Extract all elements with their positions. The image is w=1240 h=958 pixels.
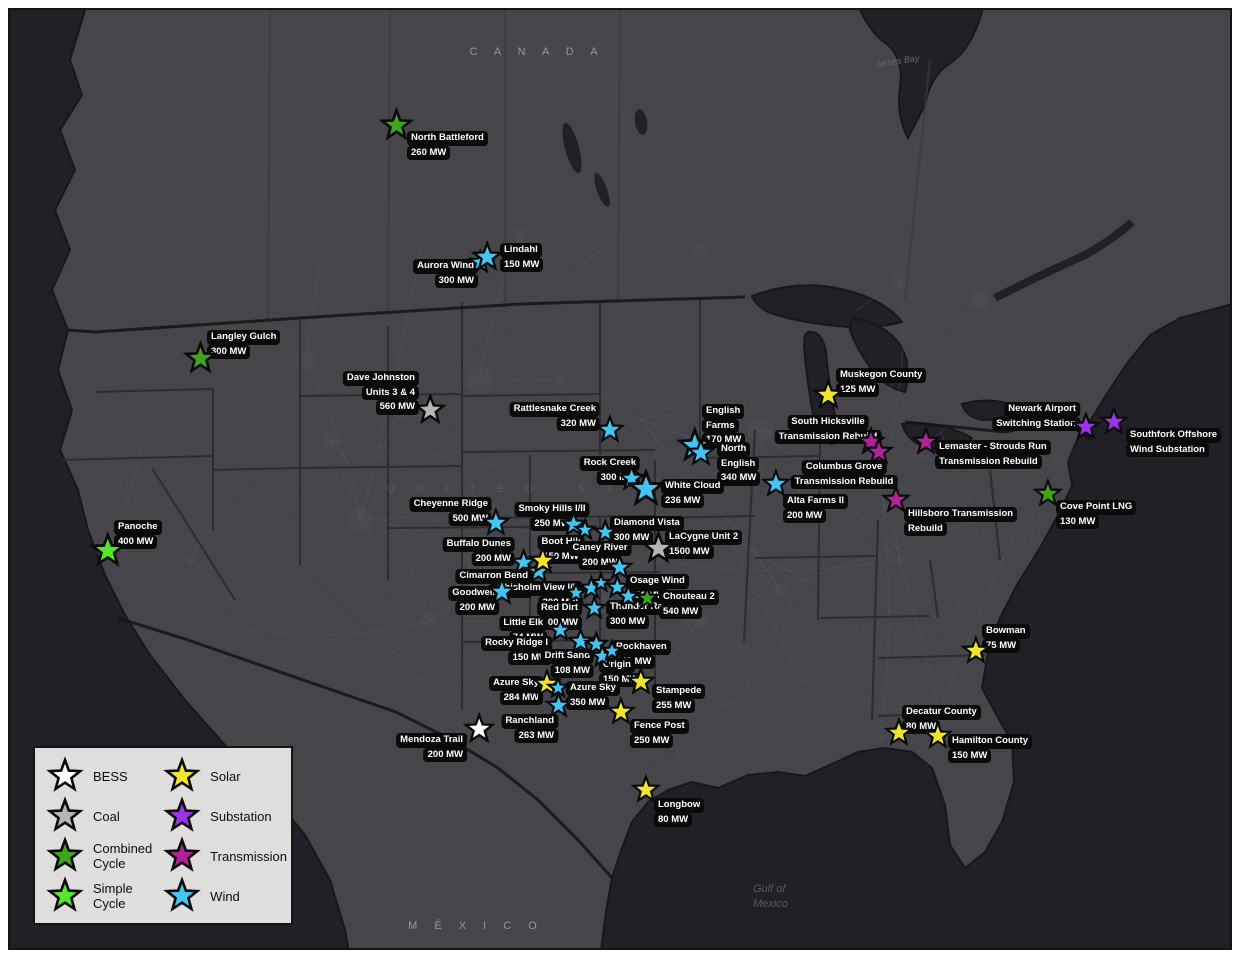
bess-star-icon [46,756,84,792]
legend-label: Simple Cycle [93,881,133,911]
james-bay-water [859,10,984,141]
legend-label: Combined Cycle [93,841,153,871]
wind-star-icon [163,876,201,912]
combined_cycle-star-icon [46,836,84,872]
legend-label: Coal [93,808,120,824]
map-stage: C A N A D AM É X I C OU N I T E D S T A … [10,10,1230,948]
legend: BESS Coal Combined Cycle Simple Cycle Solar S… [33,746,293,925]
legend-item-bess: BESS [39,756,156,796]
legend-label: BESS [93,768,128,784]
legend-item-wind: Wind [156,876,287,916]
simple_cycle-star-icon [46,876,84,912]
province-borders [267,10,931,323]
pacific-ocean [10,10,350,948]
coal-star-icon [46,796,84,832]
legend-item-simple_cycle: Simple Cycle [39,876,156,916]
legend-item-solar: Solar [156,756,287,796]
legend-item-combined_cycle: Combined Cycle [39,836,156,876]
solar-star-icon [163,756,201,792]
legend-item-transmission: Transmission [156,836,287,876]
legend-label: Wind [210,888,240,904]
legend-item-substation: Substation [156,796,287,836]
transmission-star-icon [163,836,201,872]
legend-label: Transmission [210,848,287,864]
canadian-lakes [562,109,648,208]
legend-label: Substation [210,808,272,824]
atlantic-gulf-ocean [600,303,1230,948]
map-viewport: C A N A D AM É X I C OU N I T E D S T A … [8,8,1232,950]
legend-label: Solar [210,768,241,784]
st-lawrence-river [993,219,1135,302]
substation-star-icon [163,796,201,832]
legend-item-coal: Coal [39,796,156,836]
